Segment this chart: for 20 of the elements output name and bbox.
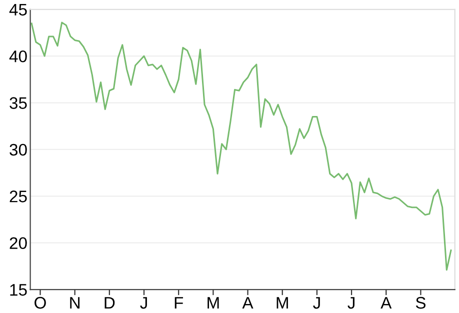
x-tick-label: M — [208, 297, 219, 309]
y-tick-label: 45 — [9, 4, 27, 16]
x-tick-label: N — [70, 297, 80, 309]
y-tick-label: 25 — [10, 190, 27, 202]
y-tick-label: 20 — [10, 237, 27, 250]
x-tick-label: O — [34, 296, 46, 309]
x-tick-label: A — [242, 297, 254, 309]
y-tick-label: 40 — [9, 50, 27, 62]
x-tick-label: J — [140, 297, 147, 309]
x-tick-label: M — [276, 297, 288, 309]
x-tick-label: S — [416, 296, 426, 309]
y-tick-label: 35 — [10, 97, 27, 109]
x-tick-label: J — [348, 297, 354, 309]
x-tick-label: F — [174, 297, 184, 309]
x-tick-label: D — [104, 297, 115, 309]
x-tick-label: A — [380, 297, 392, 309]
x-tick-label: J — [313, 297, 320, 309]
y-tick-label: 15 — [10, 284, 27, 296]
y-tick-label: 30 — [10, 144, 27, 156]
line-series — [30, 22, 452, 271]
